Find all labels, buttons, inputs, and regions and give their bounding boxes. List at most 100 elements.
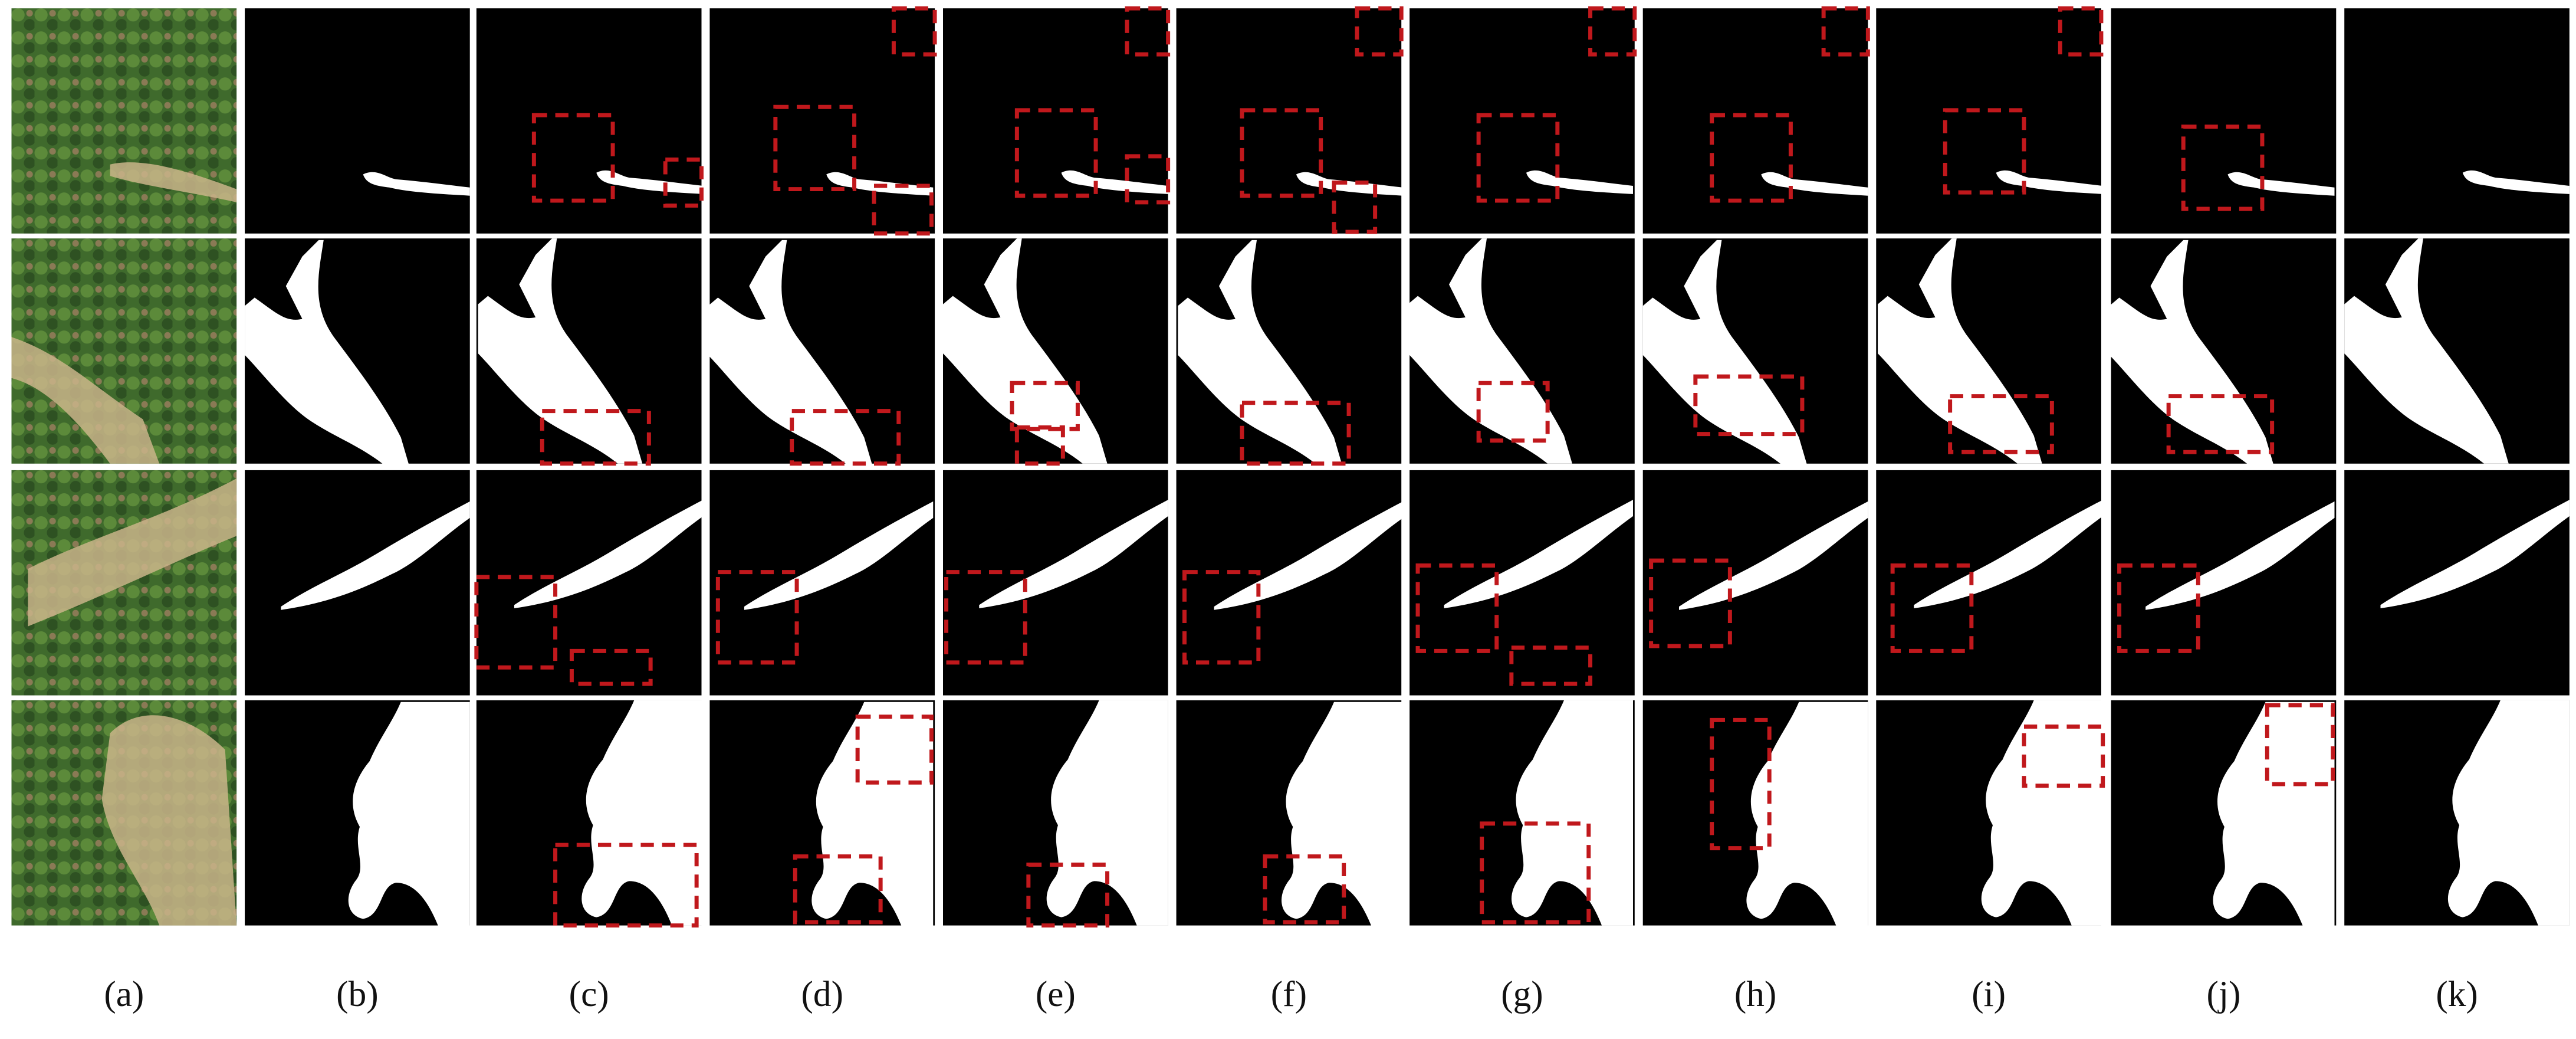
panel <box>2344 470 2570 696</box>
highlight-box <box>1125 6 1171 57</box>
mask-region <box>1914 500 2103 608</box>
mask-region <box>1444 500 1633 608</box>
mask-region <box>1408 238 1572 464</box>
panel <box>1642 6 1870 234</box>
mask-region <box>281 501 470 610</box>
mask-region <box>2447 700 2570 926</box>
highlight-box <box>1943 108 2026 195</box>
highlight-box <box>1182 570 1261 665</box>
photo-landslide <box>11 337 160 464</box>
panel <box>245 238 470 466</box>
panel <box>2111 470 2337 696</box>
panel-label: (h) <box>1734 974 1776 1014</box>
panel <box>1409 6 1637 234</box>
mask-background <box>943 8 1168 234</box>
panel <box>1876 470 2103 696</box>
panel <box>1409 700 1635 926</box>
panel <box>2111 700 2337 927</box>
mask-region <box>596 170 704 194</box>
mask-region <box>1642 240 1808 466</box>
mask-background <box>2344 8 2570 234</box>
highlight-box <box>1240 401 1351 466</box>
panel <box>708 238 935 466</box>
panel <box>245 470 470 696</box>
panel <box>943 470 1168 696</box>
panel <box>1642 470 1868 696</box>
highlight-box <box>1476 381 1550 443</box>
mask-background <box>1176 8 1402 234</box>
mask-region <box>1282 702 1403 927</box>
highlight-box <box>855 714 934 785</box>
highlight-box <box>1693 374 1805 437</box>
highlight-box <box>1014 425 1065 466</box>
highlight-box <box>2166 394 2275 454</box>
mask-region <box>1679 501 1868 610</box>
mask-region <box>514 500 704 608</box>
mask-region <box>2213 702 2335 927</box>
highlight-box <box>540 409 651 466</box>
highlight-box <box>1821 6 1870 57</box>
mask-region <box>1746 702 1868 927</box>
panel-label: (e) <box>1036 974 1076 1014</box>
panel <box>2344 8 2570 234</box>
panel <box>476 8 704 234</box>
panel-label: (d) <box>801 974 843 1014</box>
panel-label: (b) <box>336 974 378 1014</box>
mask-region <box>2145 501 2335 610</box>
panel <box>709 700 935 927</box>
highlight-box <box>1476 113 1560 203</box>
mask-region <box>744 501 934 610</box>
highlight-box <box>1710 717 1772 851</box>
highlight-box <box>2058 6 2104 57</box>
highlight-box <box>1010 381 1080 431</box>
highlight-box <box>2265 703 2335 786</box>
mask-region <box>1046 700 1168 926</box>
panel <box>11 700 237 926</box>
photo-landslide <box>110 162 237 202</box>
panel-label: (f) <box>1271 974 1307 1014</box>
panel-label: (a) <box>104 974 144 1014</box>
panel <box>245 700 470 927</box>
panel <box>11 8 237 234</box>
mask-region <box>1512 700 1633 926</box>
mask-background <box>2111 8 2337 234</box>
panel <box>1876 700 2105 926</box>
mask-region <box>708 240 873 466</box>
panel-label: (i) <box>1972 974 2006 1014</box>
highlight-box <box>569 648 653 686</box>
highlight-box <box>773 104 857 192</box>
panel <box>943 238 1168 466</box>
mask-region <box>1761 172 1868 196</box>
mask-region <box>1214 501 1403 610</box>
highlight-box <box>1480 821 1591 925</box>
panel <box>1876 238 2101 464</box>
mask-region <box>2109 240 2274 466</box>
mask-region <box>1061 170 1168 194</box>
mask-background <box>1876 8 2101 234</box>
mask-region <box>2462 170 2570 194</box>
highlight-box <box>1125 154 1171 205</box>
panel-label: (c) <box>569 974 609 1014</box>
highlight-box <box>531 113 615 203</box>
panel-label: (j) <box>2207 974 2241 1014</box>
highlight-box <box>1415 563 1499 653</box>
panel <box>1176 238 1402 466</box>
panel <box>943 700 1168 928</box>
highlight-box <box>1240 108 1323 198</box>
panel <box>2109 238 2337 466</box>
mask-region <box>2227 172 2335 196</box>
highlight-box <box>790 409 901 466</box>
highlight-box <box>1263 854 1346 925</box>
highlight-box <box>1026 863 1110 928</box>
panel <box>1642 238 1868 466</box>
mask-region <box>363 172 470 196</box>
mask-background <box>1642 8 1868 234</box>
highlight-box <box>1890 563 1974 653</box>
mask-region <box>1878 238 2042 464</box>
panel <box>1642 700 1868 927</box>
panel <box>1876 6 2104 234</box>
mask-region <box>1526 170 1633 194</box>
highlight-box <box>2181 124 2265 211</box>
